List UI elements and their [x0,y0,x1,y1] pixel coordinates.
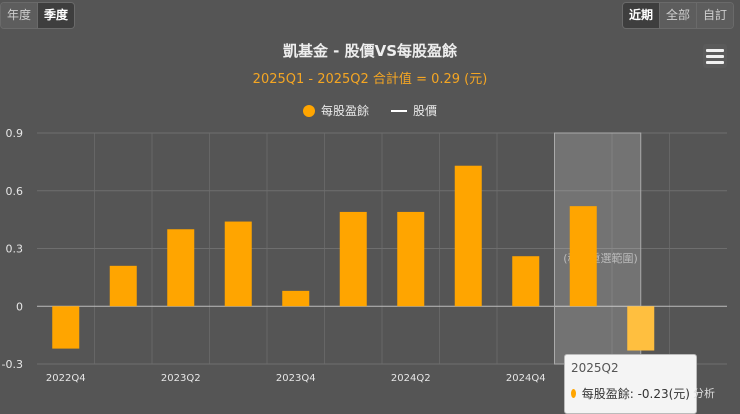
bar-2023Q4 [282,290,310,307]
x-tick-label: 2022Q4 [46,373,86,384]
bar-2023Q2 [167,229,195,307]
y-tick-label: 0.9 [6,127,24,140]
y-tick-label: -0.3 [2,358,23,371]
x-tick-label: 2024Q4 [506,373,546,384]
legend-item-price[interactable]: 股價 [391,102,437,119]
bar-2024Q4 [512,256,540,307]
tooltip-value: 每股盈餘: -0.23(元) [581,387,690,401]
legend-line-icon [391,109,407,112]
selection-band [554,132,642,365]
tab-custom[interactable]: 自訂 [696,3,733,28]
hamburger-menu-icon[interactable] [703,44,727,68]
x-tick-label: 2023Q2 [161,373,201,384]
bar-2022Q4 [52,306,80,349]
bar-2023Q1 [109,265,137,307]
tab-annual[interactable]: 年度 [1,3,39,28]
period-toggle: 年度 季度 [0,2,76,29]
y-tick-label: 0.3 [6,243,24,256]
chart-subtitle: 2025Q1 - 2025Q2 合計值 = 0.29 (元) [252,72,488,87]
tab-recent[interactable]: 近期 [622,3,660,28]
range-toggle: 近期 全部 自訂 [621,2,734,29]
legend-dot-icon [302,104,315,117]
x-tick-label: 2023Q4 [276,373,316,384]
legend-label-price: 股價 [413,104,438,118]
legend-item-eps[interactable]: 每股盈餘 [302,102,369,119]
tab-quarterly[interactable]: 季度 [38,3,75,28]
x-tick-label: 2024Q2 [391,373,431,384]
bar-2025Q2 [627,306,655,351]
legend-label-eps: 每股盈餘 [320,104,369,118]
legend: 每股盈餘 股價 [0,102,740,119]
tab-all[interactable]: 全部 [659,3,697,28]
bar-2024Q2 [397,211,425,307]
bar-2024Q3 [454,165,482,307]
credit-text: 分析 [693,387,715,400]
y-tick-label: 0.6 [6,185,24,198]
y-tick-label: 0 [16,300,23,313]
tooltip-title: 2025Q2 [571,361,619,375]
tooltip-dot-icon [571,389,576,398]
bar-2023Q3 [224,221,252,307]
bar-2025Q1 [569,206,597,307]
tooltip: 2025Q2 每股盈餘: -0.23(元) [564,354,697,414]
chart-title: 凱基金 - 股價VS每股盈餘 [282,42,458,60]
bar-2024Q1 [339,211,367,307]
